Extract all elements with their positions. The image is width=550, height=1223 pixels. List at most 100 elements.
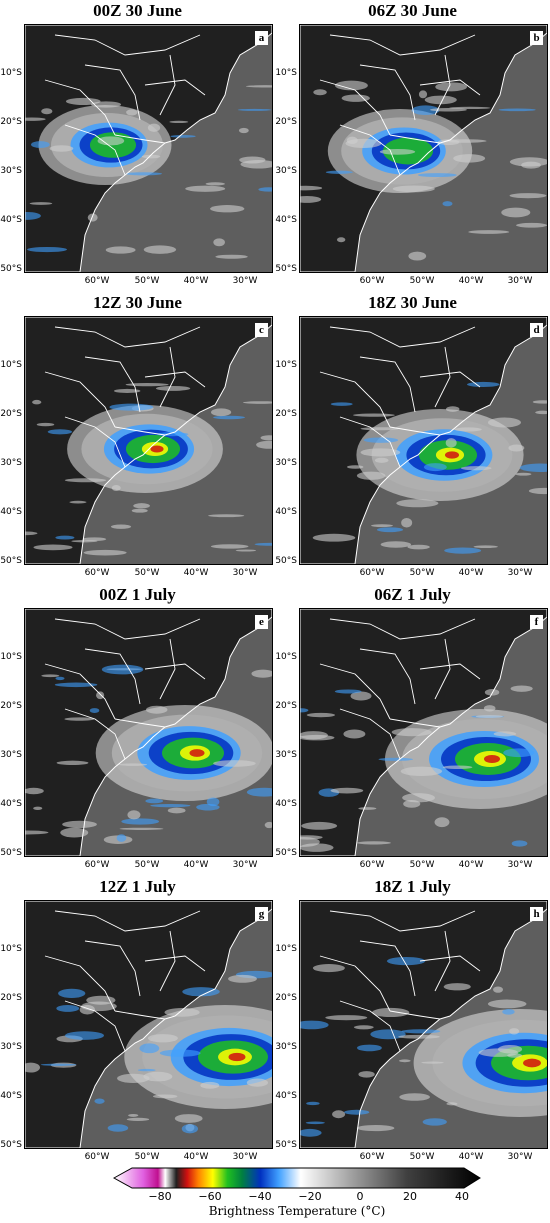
cloud-streak bbox=[418, 90, 428, 99]
cloud-streak bbox=[56, 760, 89, 766]
country-border bbox=[419, 371, 481, 388]
cloud-streak bbox=[169, 120, 189, 124]
cloud-streak bbox=[483, 705, 496, 712]
cloud-streak bbox=[141, 154, 161, 159]
country-border bbox=[434, 346, 451, 408]
cloud-streak bbox=[371, 1007, 410, 1018]
cloud-streak bbox=[398, 1034, 440, 1039]
lat-tick-label: 50°S bbox=[275, 264, 297, 274]
cloud-streak bbox=[25, 787, 44, 795]
cloud-streak bbox=[403, 800, 421, 808]
cloud-streak bbox=[511, 840, 528, 847]
cloud-streak bbox=[330, 402, 353, 406]
cloud-streak bbox=[478, 1048, 519, 1057]
country-border bbox=[434, 930, 451, 992]
panel-title: 12Z 30 June bbox=[93, 293, 182, 312]
panel-title: 18Z 1 July bbox=[374, 877, 451, 896]
panel-h: 18Z 1 July h 10°S 20°S 30°S 40°S 50°S 60°W 50°W 4… bbox=[275, 876, 550, 1168]
lat-tick-label: 40°S bbox=[0, 507, 22, 517]
cloud-streak bbox=[107, 1124, 129, 1132]
cloud-streak bbox=[62, 820, 97, 828]
lon-tick-label: 60°W bbox=[84, 276, 110, 286]
cloud-streak bbox=[60, 827, 89, 838]
lon-tick-label: 50°W bbox=[409, 1152, 435, 1162]
cloud-streak bbox=[47, 429, 73, 435]
cloud-streak bbox=[325, 170, 353, 174]
cloud-streak bbox=[133, 503, 150, 509]
colorbar-tick-label: 0 bbox=[356, 1190, 364, 1203]
lat-tick-label: 30°S bbox=[0, 750, 22, 760]
country-border bbox=[434, 54, 451, 116]
cloud-streak bbox=[213, 415, 245, 420]
cloud-streak bbox=[213, 238, 225, 247]
lat-tick-label: 30°S bbox=[0, 1042, 22, 1052]
cloud-streak bbox=[32, 399, 42, 405]
cloud-streak bbox=[306, 712, 336, 718]
country-border bbox=[319, 79, 391, 136]
cloud-streak bbox=[64, 717, 95, 721]
cloud-streak bbox=[109, 403, 154, 411]
country-border bbox=[159, 54, 176, 116]
lat-tick-label: 40°S bbox=[0, 215, 22, 225]
cloud-streak bbox=[97, 136, 125, 146]
satellite-map: f bbox=[299, 608, 548, 857]
cloud-streak bbox=[121, 818, 160, 825]
panel-title: 06Z 1 July bbox=[374, 585, 451, 604]
satellite-map: b bbox=[299, 24, 548, 273]
cloud-streak bbox=[159, 1049, 201, 1057]
cloud-streak bbox=[300, 835, 323, 840]
cloud-streak bbox=[118, 763, 148, 766]
cloud-streak bbox=[446, 1102, 458, 1106]
country-border bbox=[329, 34, 476, 56]
cloud-streak bbox=[25, 830, 49, 835]
country-border bbox=[84, 940, 141, 997]
lon-tick-label: 50°W bbox=[134, 568, 160, 578]
lon-tick-label: 60°W bbox=[359, 860, 385, 870]
panel-letter: h bbox=[530, 907, 543, 921]
cloud-streak bbox=[65, 97, 101, 105]
cloud-streak bbox=[386, 956, 426, 966]
cloud-streak bbox=[421, 1061, 444, 1064]
country-border bbox=[339, 416, 401, 468]
cloud-streak bbox=[213, 760, 256, 767]
cloud-streak bbox=[139, 1043, 160, 1054]
country-border bbox=[114, 134, 166, 144]
cloud-streak bbox=[245, 85, 272, 88]
cloud-streak bbox=[473, 545, 498, 549]
cloud-streak bbox=[117, 1073, 150, 1083]
country-border bbox=[84, 648, 141, 705]
cloud-streak bbox=[41, 108, 53, 115]
lon-tick-label: 30°W bbox=[507, 568, 533, 578]
country-border bbox=[319, 371, 391, 428]
lat-tick-label: 50°S bbox=[0, 264, 22, 274]
cloud-streak bbox=[535, 410, 547, 415]
cloud-streak bbox=[174, 1114, 203, 1123]
cloud-streak bbox=[27, 246, 68, 253]
cloud-streak bbox=[344, 1109, 370, 1115]
continent bbox=[300, 901, 547, 1148]
lat-tick-label: 30°S bbox=[275, 750, 297, 760]
satellite-map: c bbox=[24, 316, 273, 565]
lat-tick-label: 40°S bbox=[0, 799, 22, 809]
cloud-streak bbox=[258, 187, 272, 192]
cloud-streak bbox=[71, 540, 98, 543]
lat-tick-label: 50°S bbox=[275, 556, 297, 566]
cloud-streak bbox=[423, 463, 447, 472]
cloud-streak bbox=[434, 817, 450, 828]
country-border bbox=[44, 663, 116, 720]
cloud-streak bbox=[358, 807, 377, 810]
cloud-streak bbox=[205, 182, 225, 186]
cloud-streak bbox=[145, 705, 168, 714]
country-border bbox=[144, 79, 206, 96]
lat-tick-label: 50°S bbox=[0, 556, 22, 566]
colorbar-tick-label: 40 bbox=[455, 1190, 469, 1203]
country-border bbox=[359, 64, 416, 121]
cloud-streak bbox=[442, 201, 453, 207]
lat-tick-label: 30°S bbox=[275, 458, 297, 468]
panel-d: 18Z 30 June d 10°S 20°S 30°S 40°S 50°S 60°W 50°W… bbox=[275, 292, 550, 584]
cloud-streak bbox=[363, 437, 399, 443]
cloud-streak bbox=[509, 1028, 520, 1035]
lon-tick-label: 40°W bbox=[458, 860, 484, 870]
panel-a: 00Z 30 June a 10°S 20°S 30°S 40°S 50°S 60°W 50°W… bbox=[0, 0, 275, 292]
cloud-streak bbox=[396, 499, 439, 508]
